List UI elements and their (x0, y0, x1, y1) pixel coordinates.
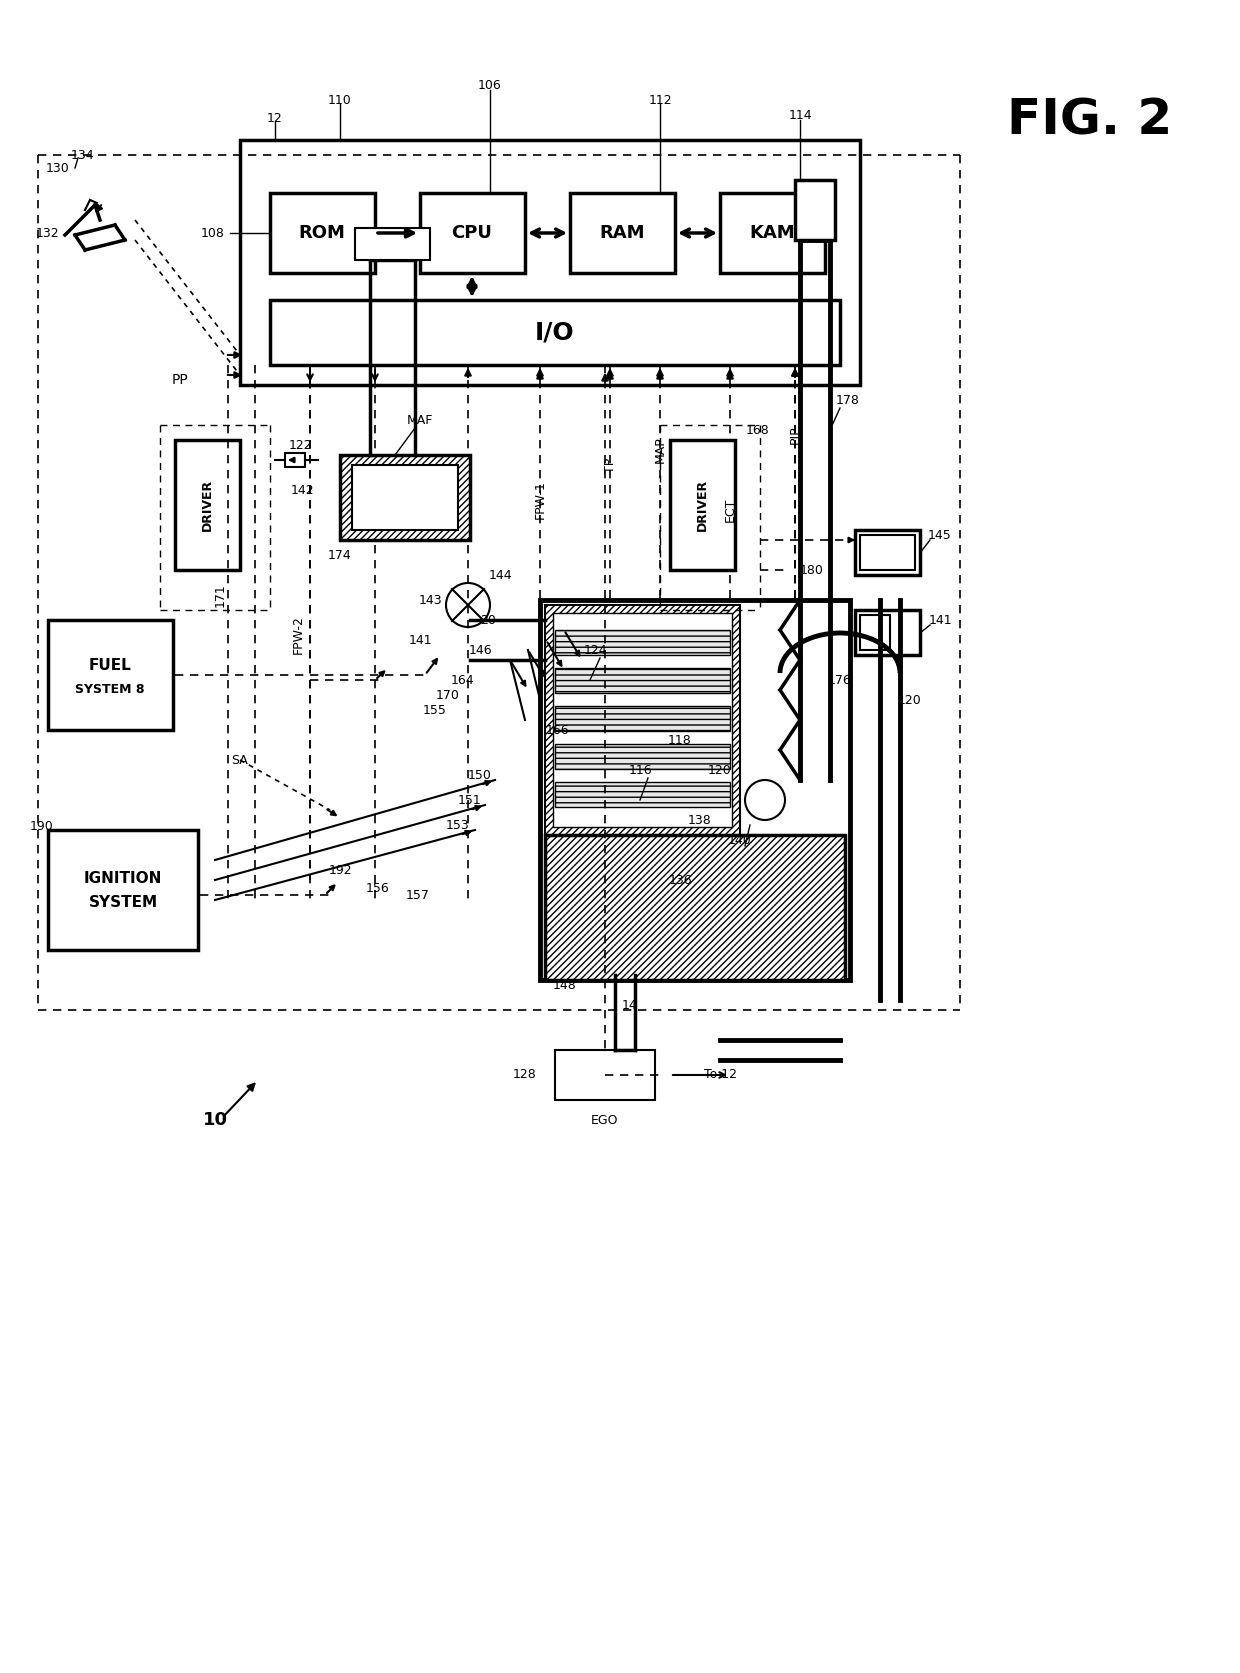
Text: 157: 157 (405, 888, 430, 902)
Bar (420, 192, 525, 273)
Text: FIG. 2: FIG. 2 (1007, 95, 1173, 144)
Text: 134: 134 (71, 149, 94, 162)
Text: 140: 140 (728, 833, 751, 847)
Bar (570, 192, 675, 273)
Text: 192: 192 (329, 863, 352, 877)
Text: 110: 110 (329, 94, 352, 107)
Text: 108: 108 (201, 226, 224, 239)
Text: 174: 174 (329, 549, 352, 562)
Bar (553, 612, 732, 826)
Text: 143: 143 (418, 594, 441, 607)
Text: 120: 120 (898, 694, 921, 706)
Text: 168: 168 (746, 423, 770, 437)
Bar (546, 606, 740, 835)
Text: 116: 116 (629, 763, 652, 776)
Text: SYSTEM: SYSTEM (88, 895, 157, 910)
Text: 136: 136 (668, 873, 692, 887)
Text: 164: 164 (450, 674, 474, 686)
Text: 156: 156 (366, 882, 389, 895)
Bar (556, 1051, 655, 1101)
Text: FUEL: FUEL (88, 657, 131, 673)
Bar (241, 141, 861, 385)
Text: 114: 114 (789, 109, 812, 122)
Text: 138: 138 (688, 813, 712, 826)
Text: 112: 112 (649, 94, 672, 107)
Bar (556, 744, 730, 770)
Text: DRIVER: DRIVER (201, 478, 213, 530)
Bar (556, 781, 730, 806)
Text: ROM: ROM (299, 224, 346, 243)
Text: 170: 170 (436, 689, 460, 701)
Text: 122: 122 (288, 438, 311, 452)
Text: 124: 124 (583, 644, 606, 656)
Text: 151: 151 (458, 793, 482, 806)
Bar (175, 440, 241, 570)
Text: 142: 142 (290, 483, 314, 497)
Text: To 12: To 12 (703, 1069, 737, 1081)
Text: 171: 171 (213, 584, 227, 607)
Text: 190: 190 (30, 820, 53, 833)
Text: IGNITION: IGNITION (84, 870, 162, 885)
Bar (556, 668, 730, 693)
Bar (856, 611, 920, 656)
Bar (355, 228, 430, 259)
Bar (270, 192, 374, 273)
Text: KAM: KAM (749, 224, 795, 243)
Bar (556, 706, 730, 731)
Bar (546, 835, 844, 980)
Text: SA: SA (232, 753, 248, 766)
Text: RAM: RAM (599, 224, 645, 243)
Text: 20: 20 (480, 614, 496, 626)
Bar (285, 453, 305, 467)
Bar (720, 192, 825, 273)
Text: FPW-1: FPW-1 (533, 480, 547, 519)
Text: 146: 146 (469, 644, 492, 656)
Text: 106: 106 (479, 79, 502, 92)
Text: I/O: I/O (536, 320, 575, 345)
Text: MAP: MAP (653, 437, 667, 463)
Bar (856, 530, 920, 576)
Bar (270, 299, 839, 365)
Text: PP: PP (171, 373, 188, 386)
Bar (340, 455, 470, 540)
Text: CPU: CPU (451, 224, 492, 243)
Text: 166: 166 (546, 723, 569, 736)
Text: 150: 150 (467, 768, 492, 781)
Text: 176: 176 (828, 674, 852, 686)
Bar (670, 440, 735, 570)
Text: 178: 178 (836, 393, 859, 407)
Bar (539, 601, 849, 980)
Bar (861, 616, 890, 651)
Text: 148: 148 (553, 979, 577, 992)
Bar (556, 631, 730, 656)
Text: 10: 10 (202, 1111, 227, 1129)
Text: ECT: ECT (723, 499, 737, 522)
Text: 12: 12 (267, 112, 283, 124)
Text: PIP: PIP (789, 425, 801, 445)
Text: 128: 128 (513, 1069, 537, 1081)
Bar (48, 830, 198, 950)
Text: 118: 118 (668, 733, 692, 746)
Bar (48, 621, 174, 729)
Text: 132: 132 (35, 226, 58, 239)
Text: MAF: MAF (407, 413, 433, 427)
Text: 141: 141 (408, 634, 432, 646)
Text: TP: TP (604, 457, 616, 473)
Bar (861, 535, 915, 570)
Text: DRIVER: DRIVER (696, 478, 708, 530)
Text: EGO: EGO (591, 1114, 619, 1126)
Text: 141: 141 (929, 614, 952, 626)
Text: SYSTEM 8: SYSTEM 8 (76, 683, 145, 696)
Text: 120: 120 (708, 763, 732, 776)
Text: 145: 145 (928, 529, 952, 542)
Text: 180: 180 (800, 564, 823, 577)
Text: 153: 153 (446, 818, 470, 831)
Text: 155: 155 (423, 704, 446, 716)
Text: 130: 130 (46, 162, 69, 174)
Bar (352, 465, 458, 530)
Text: FPW-2: FPW-2 (291, 616, 305, 654)
Text: 14: 14 (622, 999, 637, 1012)
Bar (795, 181, 835, 239)
Text: 144: 144 (489, 569, 512, 582)
